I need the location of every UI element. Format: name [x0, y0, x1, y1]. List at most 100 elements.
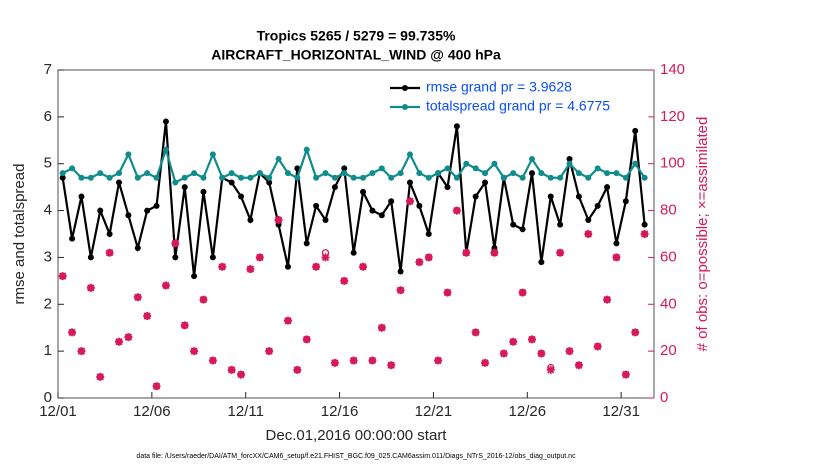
point: [453, 123, 460, 130]
point: [425, 174, 432, 181]
point: [162, 146, 169, 153]
point: [472, 165, 479, 172]
x-tick-label: 12/21: [415, 403, 453, 420]
point: [340, 276, 349, 285]
point: [255, 253, 264, 262]
point: [547, 174, 554, 181]
x-axis-label: Dec.01,2016 00:00:00 start: [266, 427, 448, 444]
point: [378, 165, 385, 172]
point: [341, 170, 348, 177]
point: [97, 207, 104, 214]
point: [359, 262, 368, 271]
point: [153, 202, 160, 209]
point: [171, 239, 180, 248]
point: [87, 254, 94, 261]
y-tick-label: 5: [44, 155, 52, 172]
y-axis-label: rmse and totalspread: [11, 164, 28, 305]
point: [482, 170, 489, 177]
point: [584, 230, 593, 238]
y2-tick-label: 60: [660, 248, 677, 265]
point: [247, 216, 254, 223]
point: [499, 349, 508, 358]
point: [199, 295, 208, 304]
point: [124, 333, 133, 342]
point: [105, 248, 114, 257]
point: [209, 254, 216, 261]
point: [283, 316, 292, 325]
point: [528, 170, 535, 177]
point: [509, 337, 518, 346]
point: [444, 184, 451, 191]
point: [349, 356, 358, 365]
y2-tick-label: 40: [660, 295, 677, 312]
point: [331, 174, 338, 181]
legend-box: [385, 75, 649, 121]
point: [200, 188, 207, 195]
point: [434, 356, 443, 365]
point: [321, 253, 330, 262]
point: [227, 365, 236, 374]
point: [640, 230, 649, 238]
point: [274, 215, 283, 224]
point: [350, 249, 357, 256]
point: [247, 174, 254, 181]
point: [557, 221, 564, 228]
point: [557, 174, 564, 181]
point: [594, 165, 601, 172]
chart-subtitle: AIRCRAFT_HORIZONTAL_WIND @ 400 hPa: [211, 47, 501, 63]
point: [59, 170, 66, 177]
point: [416, 170, 423, 177]
point: [266, 174, 273, 181]
point: [125, 212, 132, 219]
point: [631, 328, 640, 337]
point: [293, 365, 302, 374]
point: [416, 202, 423, 209]
point: [78, 174, 85, 181]
point: [228, 170, 235, 177]
point: [463, 160, 470, 167]
y2-tick-label: 0: [660, 389, 668, 406]
point: [77, 347, 86, 356]
point: [322, 170, 329, 177]
legend-label: totalspread grand pr = 4.6775: [426, 98, 610, 114]
y-tick-label: 0: [44, 389, 52, 406]
point: [69, 235, 76, 242]
point: [312, 262, 321, 271]
point: [453, 174, 460, 181]
y2-tick-label: 80: [660, 202, 677, 219]
point: [518, 288, 527, 297]
y2-tick-label: 100: [660, 155, 685, 172]
point: [387, 361, 396, 370]
point: [593, 342, 602, 351]
point: [574, 361, 583, 370]
point: [566, 160, 573, 167]
point: [115, 337, 124, 346]
point: [462, 248, 471, 257]
point: [425, 231, 432, 237]
point: [632, 127, 639, 134]
point: [208, 356, 217, 365]
point: [265, 347, 274, 356]
point: [632, 160, 639, 167]
point: [435, 170, 442, 177]
point: [490, 248, 499, 257]
point: [125, 151, 132, 158]
y-tick-label: 4: [44, 202, 52, 219]
point: [604, 184, 611, 191]
legend-marker: [402, 104, 408, 110]
point: [294, 174, 301, 181]
point: [519, 174, 526, 181]
point: [566, 156, 573, 163]
chart-title: Tropics 5265 / 5279 = 99.735%: [257, 28, 456, 44]
y-tick-label: 6: [44, 108, 52, 125]
point: [133, 293, 142, 302]
y2-tick-label: 20: [660, 342, 677, 359]
point: [585, 216, 592, 223]
x-tick-label: 12/26: [509, 403, 547, 420]
point: [369, 170, 376, 177]
point: [443, 288, 452, 297]
point: [481, 358, 490, 367]
point: [172, 179, 179, 186]
point: [482, 179, 489, 186]
